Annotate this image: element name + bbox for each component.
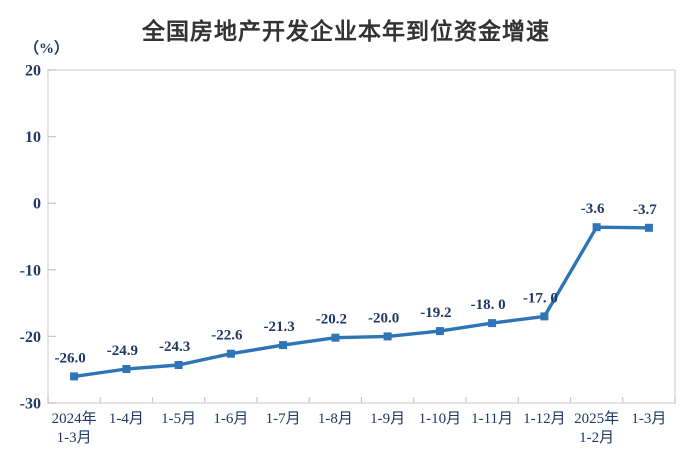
y-axis-unit-label: （%） (24, 41, 70, 57)
y-tick-label: 0 (33, 196, 41, 213)
data-point (383, 332, 392, 341)
y-tick-label: 20 (25, 63, 41, 80)
x-axis-label: 1-6月 (213, 411, 248, 427)
data-label: -26.0 (54, 350, 85, 366)
data-label: -3.7 (633, 202, 657, 218)
x-axis-label: 1-4月 (109, 411, 144, 427)
data-label: -18. 0 (471, 297, 506, 313)
data-label: -21.3 (263, 319, 294, 335)
x-axis-label: 1-12月 (523, 411, 566, 427)
y-tick-label: -20 (20, 329, 41, 346)
x-axis-label: 1-11月 (471, 411, 513, 427)
data-label: -22.6 (211, 328, 243, 344)
data-label: -3.6 (581, 201, 605, 217)
x-axis-label: 2025年 (574, 410, 619, 427)
chart-title: 全国房地产开发企业本年到位资金增速 (142, 18, 550, 44)
data-label: -20.2 (316, 312, 347, 328)
data-point (435, 327, 444, 336)
y-tick-label: -10 (20, 262, 41, 279)
data-label: -17. 0 (523, 290, 558, 306)
data-point (592, 223, 601, 232)
x-axis-label: 1-10月 (419, 411, 462, 427)
data-point (331, 333, 340, 342)
y-tick-label: 10 (25, 129, 41, 146)
x-axis-label: 1-5月 (161, 411, 196, 427)
y-tick-label: -30 (20, 396, 41, 413)
x-axis-label: 1-9月 (370, 411, 405, 427)
data-point (122, 365, 131, 373)
data-point (279, 341, 288, 350)
x-axis-label: 1-7月 (266, 411, 301, 427)
data-label: -24.9 (107, 343, 138, 359)
data-point (644, 223, 653, 232)
data-point (226, 349, 235, 358)
data-line (72, 225, 651, 379)
x-axis-label: 1-3月 (57, 430, 92, 446)
data-label: -19.2 (420, 305, 451, 321)
data-point (70, 372, 79, 381)
plot-border (47, 69, 676, 404)
data-label: -20.0 (368, 310, 399, 326)
data-point (488, 319, 497, 328)
x-axis-label: 1-3月 (631, 411, 666, 427)
x-axis-label: 1-2月 (579, 430, 614, 446)
data-label: -24.3 (159, 339, 190, 355)
x-axis-label: 1-8月 (318, 411, 353, 427)
data-point (174, 361, 183, 369)
x-axis-label: 2024年 (52, 410, 97, 427)
data-point (540, 312, 549, 321)
